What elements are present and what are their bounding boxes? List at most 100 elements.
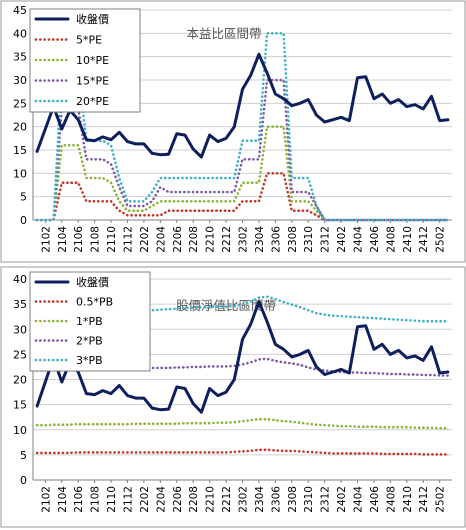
data-point xyxy=(61,182,63,184)
data-point xyxy=(110,393,112,394)
data-point xyxy=(242,200,243,202)
data-point xyxy=(118,186,120,188)
data-point xyxy=(283,32,284,34)
x-tick-label: 2110 xyxy=(106,486,118,513)
x-axis: 2102 2104 2106 2108 2110 2112 2202 2204 2206 2208… xyxy=(40,480,447,513)
data-point xyxy=(340,371,342,373)
data-point xyxy=(390,318,391,320)
data-point xyxy=(332,119,334,121)
data-point xyxy=(176,210,178,212)
data-point xyxy=(86,393,87,394)
data-point xyxy=(422,108,424,110)
data-point xyxy=(201,156,202,158)
data-point xyxy=(217,141,219,143)
data-point xyxy=(406,426,408,428)
data-point xyxy=(275,126,276,128)
data-point xyxy=(192,191,194,193)
data-point xyxy=(201,200,202,202)
data-point xyxy=(176,423,178,425)
data-point xyxy=(283,348,284,350)
x-tick-label: 2108 xyxy=(90,226,102,253)
data-point xyxy=(86,200,87,202)
data-point xyxy=(201,366,202,368)
data-point xyxy=(118,177,120,179)
data-point xyxy=(324,374,326,375)
x-tick-label: 2108 xyxy=(90,486,102,513)
data-point xyxy=(184,422,186,424)
legend-label: 5*PE xyxy=(76,34,102,47)
data-point xyxy=(36,151,38,152)
data-point xyxy=(332,315,334,317)
legend-label: 0.5*PB xyxy=(76,296,113,309)
data-point xyxy=(422,454,424,455)
data-point xyxy=(332,453,334,454)
data-point xyxy=(225,137,227,139)
data-point xyxy=(307,350,309,351)
data-point xyxy=(242,182,243,184)
data-point xyxy=(151,205,153,207)
legend-label: 10*PE xyxy=(76,54,109,67)
x-tick-label: 2406 xyxy=(369,486,381,513)
y-tick-label: 10 xyxy=(13,167,27,180)
data-point xyxy=(365,76,367,78)
data-point xyxy=(159,200,161,202)
data-point xyxy=(283,301,284,303)
data-point xyxy=(381,343,383,345)
data-point xyxy=(159,214,161,216)
y-tick-label: 0 xyxy=(20,214,27,227)
x-tick-label: 2202 xyxy=(139,226,151,253)
data-point xyxy=(291,363,293,364)
y-tick-label: 5 xyxy=(20,191,27,204)
data-point xyxy=(414,374,416,375)
data-point xyxy=(332,219,334,221)
x-tick-label: 2110 xyxy=(106,226,118,253)
data-point xyxy=(217,177,219,179)
data-point xyxy=(373,348,375,350)
data-point xyxy=(242,420,243,422)
data-point xyxy=(168,423,170,425)
data-point xyxy=(348,120,350,121)
x-tick-label: 2308 xyxy=(287,486,299,513)
data-point xyxy=(340,219,342,221)
data-point xyxy=(201,422,202,424)
data-point xyxy=(192,148,194,150)
x-tick-label: 2408 xyxy=(385,226,397,253)
data-point xyxy=(258,301,260,302)
data-point xyxy=(398,219,399,221)
data-point xyxy=(127,395,128,396)
chart-title: 本益比區間帶 xyxy=(186,26,261,41)
data-point xyxy=(94,200,95,202)
legend-label: 1*PB xyxy=(76,315,103,328)
data-point xyxy=(373,219,375,221)
legend-label: 20*PE xyxy=(76,95,109,108)
data-point xyxy=(299,191,301,193)
data-point xyxy=(266,358,268,360)
data-point xyxy=(439,427,441,429)
data-point xyxy=(283,450,284,452)
data-point xyxy=(398,99,399,100)
series-1*PB xyxy=(35,417,450,430)
x-tick-label: 2304 xyxy=(254,226,266,253)
data-point xyxy=(291,177,293,179)
data-point xyxy=(283,420,284,422)
legend-item: 3*PB xyxy=(34,354,103,367)
data-point xyxy=(266,418,268,420)
x-tick-label: 2408 xyxy=(385,486,397,513)
y-tick-label: 35 xyxy=(13,51,27,64)
data-point xyxy=(431,374,432,376)
data-point xyxy=(258,359,260,360)
data-point xyxy=(233,365,235,367)
data-point xyxy=(233,200,235,202)
data-point xyxy=(439,372,441,374)
data-point xyxy=(86,158,87,160)
data-point xyxy=(36,452,38,454)
data-point xyxy=(275,172,276,174)
data-point xyxy=(225,200,227,202)
data-point xyxy=(143,205,145,207)
data-point xyxy=(143,214,145,216)
data-point xyxy=(307,367,309,368)
x-tick-label: 2210 xyxy=(205,226,217,253)
data-point xyxy=(44,219,46,221)
